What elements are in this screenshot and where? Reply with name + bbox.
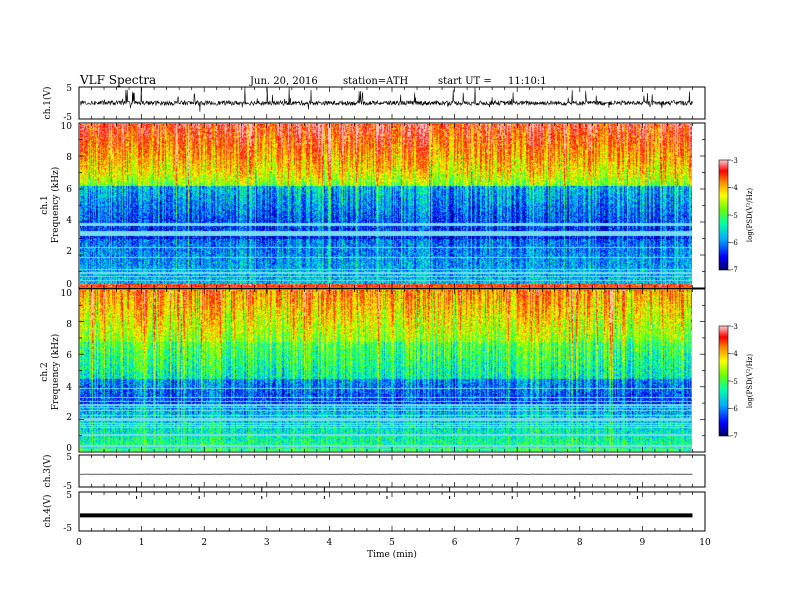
ch1-wave-tick-top: 5 <box>66 84 72 94</box>
ch4-wave-tick-bottom: -5 <box>63 524 72 534</box>
ch1-cb-tick-m4: -4 <box>731 184 738 192</box>
date-label: Jun. 20, 2016 <box>249 76 318 87</box>
time-tick-label: 4 <box>327 538 333 548</box>
ch1-wave-x-ticks <box>78 87 706 119</box>
ch3-wave-tick-bottom: -5 <box>63 482 72 492</box>
ch2-cb-tick-m6: -6 <box>731 405 738 413</box>
spectrogram-raster <box>80 124 692 287</box>
spectrogram-raster <box>80 290 692 451</box>
ch1-spec-x-ticks <box>78 123 706 288</box>
ch1-wave-ylabel: ch.1(V) <box>42 87 53 120</box>
ch2-spec-tick-8: 8 <box>66 320 72 330</box>
waveform-line <box>79 87 693 112</box>
ch2-spec-x-ticks <box>78 289 706 452</box>
ch2-colorbar <box>718 325 729 437</box>
time-tick-label: 9 <box>640 538 646 548</box>
ch1-spec-y-ticks <box>79 122 705 289</box>
ch2-spec-y-ticks <box>79 288 705 453</box>
ch1-cb-tick-m7: -7 <box>731 266 738 274</box>
ch1-waveform-trace <box>79 87 693 112</box>
ch1-colorbar-ticks <box>728 159 731 271</box>
ch1-wave-tick-bottom: -5 <box>63 113 72 123</box>
ch2-colorbar-ticks <box>728 325 731 437</box>
time-axis-tick-labels: 0 1 2 3 4 5 6 7 8 9 10 <box>76 538 711 548</box>
ch3-waveform-panel: 5 -5 ch.3(V) <box>42 453 706 496</box>
ch2-cb-tick-m7: -7 <box>731 432 738 440</box>
ch2-spectrogram-image <box>80 290 692 451</box>
start-ut-label: start UT = <box>438 76 492 87</box>
ch1-spectrogram-panel: 10 8 6 4 2 0 ch.1 Frequency (kHz) -3 -4 … <box>40 122 754 290</box>
figure-title: VLF Spectra <box>79 73 156 87</box>
ch2-spec-tick-2: 2 <box>66 413 72 423</box>
ch1-spec-tick-10: 10 <box>61 122 73 132</box>
ch2-spec-ylabel-channel: ch.2 <box>40 362 50 381</box>
time-tick-label: 6 <box>452 538 458 548</box>
time-tick-label: 2 <box>201 538 207 548</box>
ch1-waveform-panel: 5 -5 ch.1(V) <box>42 84 706 123</box>
time-tick-label: 5 <box>389 538 395 548</box>
ch2-cb-tick-m3: -3 <box>731 323 738 331</box>
ch3-wave-ylabel: ch.3(V) <box>42 455 53 488</box>
ch1-spec-tick-2: 2 <box>66 247 72 257</box>
ch1-colorbar <box>718 159 729 271</box>
ch2-cb-tick-m4: -4 <box>731 350 738 358</box>
ch4-wave-x-ticks <box>78 492 706 531</box>
ch1-spectrogram-image <box>80 124 692 287</box>
time-tick-label: 0 <box>76 538 82 548</box>
ch2-spec-tick-4: 4 <box>66 383 72 393</box>
time-tick-label: 8 <box>577 538 583 548</box>
ch2-cb-tick-m5: -5 <box>731 378 738 386</box>
time-axis-label: Time (min) <box>367 549 417 560</box>
ch2-spec-tick-6: 6 <box>66 351 72 361</box>
ch1-spec-tick-6: 6 <box>66 185 72 195</box>
time-tick-label: 3 <box>264 538 270 548</box>
ch4-waveform-trace <box>80 496 693 518</box>
ch1-spec-ylabel-frequency: Frequency (kHz) <box>50 167 61 244</box>
ch1-spec-tick-0: 0 <box>66 280 72 290</box>
ch1-spec-ylabel-channel: ch.1 <box>40 195 50 214</box>
ch4-waveform-panel: 5 -5 ch.4(V) <box>42 491 706 534</box>
ch1-spec-tick-8: 8 <box>66 153 72 163</box>
ch2-spec-ylabel-frequency: Frequency (kHz) <box>50 334 61 411</box>
ch3-wave-tick-top: 5 <box>66 453 72 463</box>
ch4-wave-ylabel: ch.4(V) <box>42 495 53 528</box>
start-ut-time: 11:10:1 <box>508 76 547 87</box>
time-tick-label: 7 <box>514 538 520 548</box>
station-label: station=ATH <box>343 76 409 87</box>
ch2-colorbar-label: log(PSD(V²/Hz) <box>746 354 754 409</box>
ch1-spec-tick-4: 4 <box>66 216 72 226</box>
time-tick-label: 10 <box>699 538 711 548</box>
time-tick-label: 1 <box>139 538 145 548</box>
ch3-wave-x-ticks <box>78 455 706 487</box>
ch2-spec-tick-0: 0 <box>66 444 72 454</box>
ch4-wave-tick-top: 5 <box>66 491 72 501</box>
ch1-cb-tick-m3: -3 <box>731 157 738 165</box>
ch1-cb-tick-m5: -5 <box>731 212 738 220</box>
ch2-spec-tick-10: 10 <box>61 289 73 299</box>
ch1-colorbar-label: log(PSD(V²/Hz) <box>746 188 754 243</box>
ch2-spectrogram-panel: 10 8 6 4 2 0 ch.2 Frequency (kHz) -3 -4 … <box>40 288 754 454</box>
ch1-cb-tick-m6: -6 <box>731 239 738 247</box>
